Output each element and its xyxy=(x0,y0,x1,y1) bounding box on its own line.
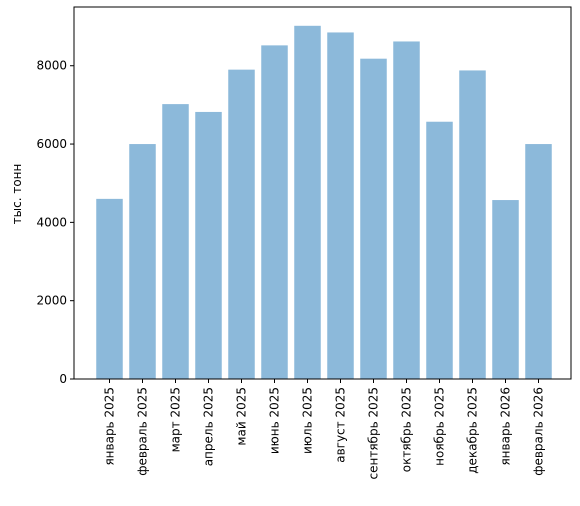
x-tick-label: январь 2026 xyxy=(499,387,513,466)
x-tick-label: сентябрь 2025 xyxy=(367,387,381,479)
y-tick-label: 2000 xyxy=(36,294,67,308)
x-tick-label: июнь 2025 xyxy=(268,387,282,454)
bar xyxy=(327,32,354,379)
x-tick-label: март 2025 xyxy=(169,387,183,452)
x-tick-label: декабрь 2025 xyxy=(466,387,480,474)
x-tick-label: февраль 2025 xyxy=(136,387,150,476)
x-tick-label: февраль 2026 xyxy=(532,387,546,476)
x-tick-label: июль 2025 xyxy=(301,387,315,454)
bar xyxy=(360,58,387,379)
y-tick-label: 6000 xyxy=(36,137,67,151)
x-tick-label: апрель 2025 xyxy=(202,387,216,466)
y-tick-label: 0 xyxy=(59,372,67,386)
bar xyxy=(129,144,156,379)
bar xyxy=(393,41,420,380)
bar xyxy=(228,69,255,380)
bar xyxy=(426,121,453,379)
x-tick-label: август 2025 xyxy=(334,387,348,463)
bar xyxy=(162,104,189,380)
x-tick-label: май 2025 xyxy=(235,387,249,446)
bar xyxy=(492,200,519,379)
bar xyxy=(261,45,288,380)
y-axis: 0 2000 4000 6000 8000 xyxy=(36,59,74,386)
bar xyxy=(525,144,552,379)
bar xyxy=(195,111,222,379)
bar xyxy=(96,198,123,379)
bar xyxy=(459,70,486,379)
bars xyxy=(96,25,552,380)
y-axis-label: тыс. тонн xyxy=(10,164,24,225)
bar xyxy=(294,25,321,380)
y-tick-label: 8000 xyxy=(36,59,67,73)
x-axis: январь 2025 февраль 2025 март 2025 апрель 2… xyxy=(103,379,546,479)
plot-frame xyxy=(73,6,572,380)
y-tick-label: 4000 xyxy=(36,215,67,229)
x-tick-label: октябрь 2025 xyxy=(400,387,414,472)
x-tick-label: ноябрь 2025 xyxy=(433,387,447,466)
x-tick-label: январь 2025 xyxy=(103,387,117,466)
